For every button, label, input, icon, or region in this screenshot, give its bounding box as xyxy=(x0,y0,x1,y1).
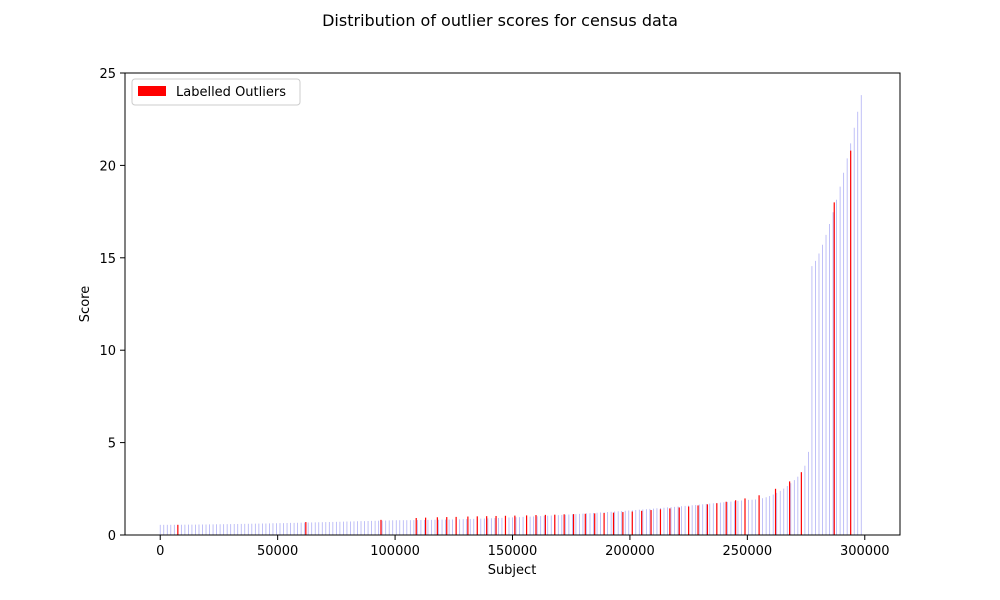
x-axis-label: Subject xyxy=(488,563,537,578)
y-tick-label: 20 xyxy=(99,159,116,174)
y-tick-label: 15 xyxy=(99,252,116,267)
outliers-layer xyxy=(177,150,852,535)
y-tick-label: 10 xyxy=(99,344,116,359)
plot-frame xyxy=(124,72,901,536)
bars-layer xyxy=(159,95,862,535)
x-tick-label: 100000 xyxy=(370,544,420,559)
y-axis: 0 5 10 15 20 25 xyxy=(99,67,125,544)
y-axis-label: Score xyxy=(78,286,93,322)
x-tick-label: 300000 xyxy=(840,544,890,559)
x-tick-label: 250000 xyxy=(723,544,773,559)
legend: Labelled Outliers xyxy=(131,78,301,106)
x-axis: 0 50000 100000 150000 200000 250000 300000 xyxy=(156,535,890,559)
x-tick-label: 50000 xyxy=(257,544,298,559)
chart-title: Distribution of outlier scores for censu… xyxy=(322,11,678,30)
y-tick-label: 0 xyxy=(108,529,116,544)
legend-label: Labelled Outliers xyxy=(176,85,286,100)
y-tick-label: 25 xyxy=(99,67,116,82)
legend-frame xyxy=(131,78,301,106)
legend-swatch xyxy=(138,86,166,96)
x-tick-label: 150000 xyxy=(488,544,538,559)
y-tick-label: 5 xyxy=(108,437,116,452)
x-tick-label: 200000 xyxy=(605,544,655,559)
x-tick-label: 0 xyxy=(156,544,164,559)
